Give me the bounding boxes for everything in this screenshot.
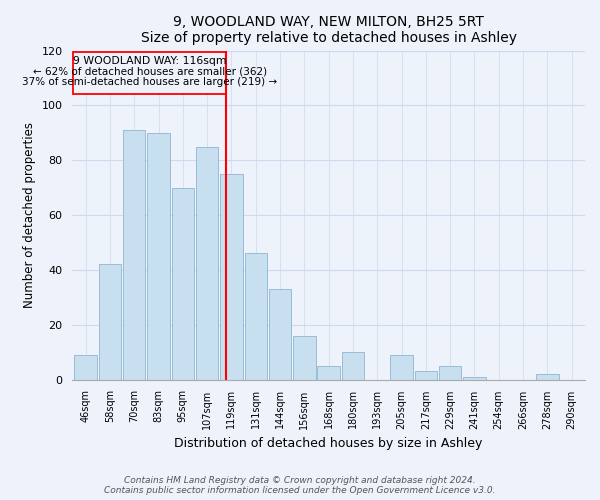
Bar [293,336,316,380]
Title: 9, WOODLAND WAY, NEW MILTON, BH25 5RT
Size of property relative to detached hous: 9, WOODLAND WAY, NEW MILTON, BH25 5RT Si… [140,15,517,45]
Bar [74,355,97,380]
Bar [172,188,194,380]
Bar [415,372,437,380]
Bar [245,254,267,380]
Text: ← 62% of detached houses are smaller (362): ← 62% of detached houses are smaller (36… [33,67,267,77]
Bar [342,352,364,380]
Y-axis label: Number of detached properties: Number of detached properties [23,122,36,308]
Text: 37% of semi-detached houses are larger (219) →: 37% of semi-detached houses are larger (… [22,76,277,86]
Bar [463,377,485,380]
Bar [391,355,413,380]
Bar [148,133,170,380]
Bar [196,146,218,380]
FancyBboxPatch shape [73,52,226,94]
Text: Contains HM Land Registry data © Crown copyright and database right 2024.
Contai: Contains HM Land Registry data © Crown c… [104,476,496,495]
Bar [269,289,291,380]
Bar [123,130,145,380]
Bar [439,366,461,380]
Bar [536,374,559,380]
Bar [317,366,340,380]
Text: 9 WOODLAND WAY: 116sqm: 9 WOODLAND WAY: 116sqm [73,56,227,66]
X-axis label: Distribution of detached houses by size in Ashley: Distribution of detached houses by size … [175,437,483,450]
Bar [220,174,242,380]
Bar [99,264,121,380]
